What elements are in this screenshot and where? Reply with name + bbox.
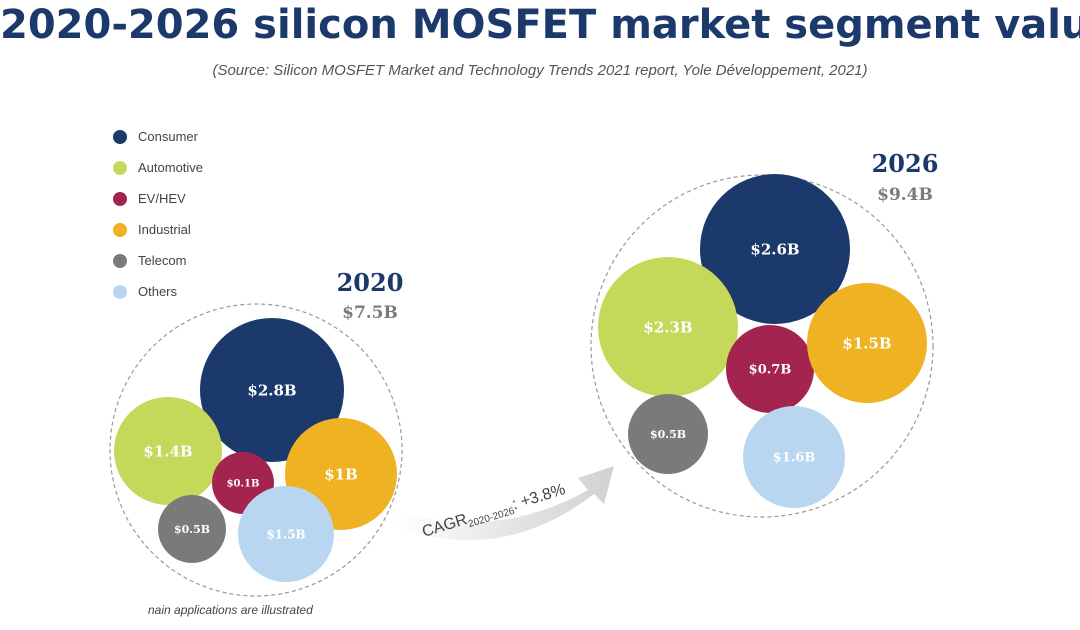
bubble-2026-consumer: [700, 174, 850, 324]
legend: Consumer Automotive EV/HEV Industrial Te…: [113, 121, 203, 307]
group-2020-outline: [109, 303, 403, 597]
footnote: nain applications are illustrated: [148, 603, 313, 617]
legend-dot-others: [113, 284, 127, 299]
source-subtitle: (Source: Silicon MOSFET Market and Techn…: [212, 62, 868, 79]
bubble-label-2020-consumer: $2.8B: [247, 381, 296, 399]
bubble-2026-automotive: [598, 257, 738, 397]
bubble-label-2020-others: $1.5B: [266, 527, 305, 541]
bubble-label-2020-ev-hev: $0.1B: [227, 479, 260, 490]
bubble-label-2026-consumer: $2.6B: [750, 240, 799, 258]
legend-item-telecom: Telecom: [113, 245, 203, 276]
bubble-label-2026-others: $1.6B: [773, 451, 816, 466]
bubble-label-2026-industrial: $1.5B: [842, 334, 891, 352]
legend-label-telecom: Telecom: [138, 253, 187, 268]
legend-label-automotive: Automotive: [138, 160, 204, 175]
bubbles-2020: $2.8B $1.4B $0.1B $1B $0.5B $1.5B: [114, 318, 397, 582]
legend-label-ev-hev: EV/HEV: [138, 191, 186, 206]
legend-dot-telecom: [113, 253, 127, 268]
cagr-arrow: [395, 466, 614, 541]
group-2026-total: $9.4B: [877, 185, 933, 205]
bubble-2026-others: [743, 406, 845, 508]
bubble-2020-others: [238, 486, 334, 582]
bubble-label-2026-telecom: $0.5B: [650, 428, 686, 441]
legend-dot-industrial: [113, 222, 127, 237]
bubble-2020-telecom: [158, 495, 226, 563]
bubble-2026-telecom: [628, 394, 708, 474]
legend-label-others: Others: [138, 284, 178, 299]
legend-label-industrial: Industrial: [138, 222, 191, 237]
bubbles-2026: $2.6B $2.3B $0.7B $1.5B $0.5B $1.6B: [598, 174, 927, 508]
group-2020-year: 2020: [337, 268, 404, 297]
legend-item-others: Others: [113, 276, 203, 307]
bubble-label-2020-telecom: $0.5B: [174, 523, 210, 536]
legend-dot-automotive: [113, 160, 127, 175]
bubble-2020-automotive: [114, 397, 222, 505]
bubble-2020-consumer: [200, 318, 344, 462]
legend-item-industrial: Industrial: [113, 214, 203, 245]
group-2020-total: $7.5B: [342, 303, 398, 323]
group-2026-outline: [590, 174, 934, 518]
bubble-2026-ev-hev: [726, 325, 814, 413]
legend-label-consumer: Consumer: [138, 129, 198, 144]
legend-item-ev-hev: EV/HEV: [113, 183, 203, 214]
legend-item-consumer: Consumer: [113, 121, 203, 152]
bubble-label-2020-automotive: $1.4B: [143, 442, 192, 460]
bubble-label-2026-ev-hev: $0.7B: [749, 363, 792, 378]
legend-dot-ev-hev: [113, 191, 127, 206]
legend-item-automotive: Automotive: [113, 152, 203, 183]
bubble-2026-industrial: [807, 283, 927, 403]
group-2026-year: 2026: [872, 149, 939, 178]
bubble-label-2020-industrial: $1B: [324, 465, 358, 483]
bubble-label-2026-automotive: $2.3B: [643, 318, 692, 336]
page-title: 2020-2026 silicon MOSFET market segment …: [0, 2, 1080, 48]
legend-dot-consumer: [113, 129, 127, 144]
